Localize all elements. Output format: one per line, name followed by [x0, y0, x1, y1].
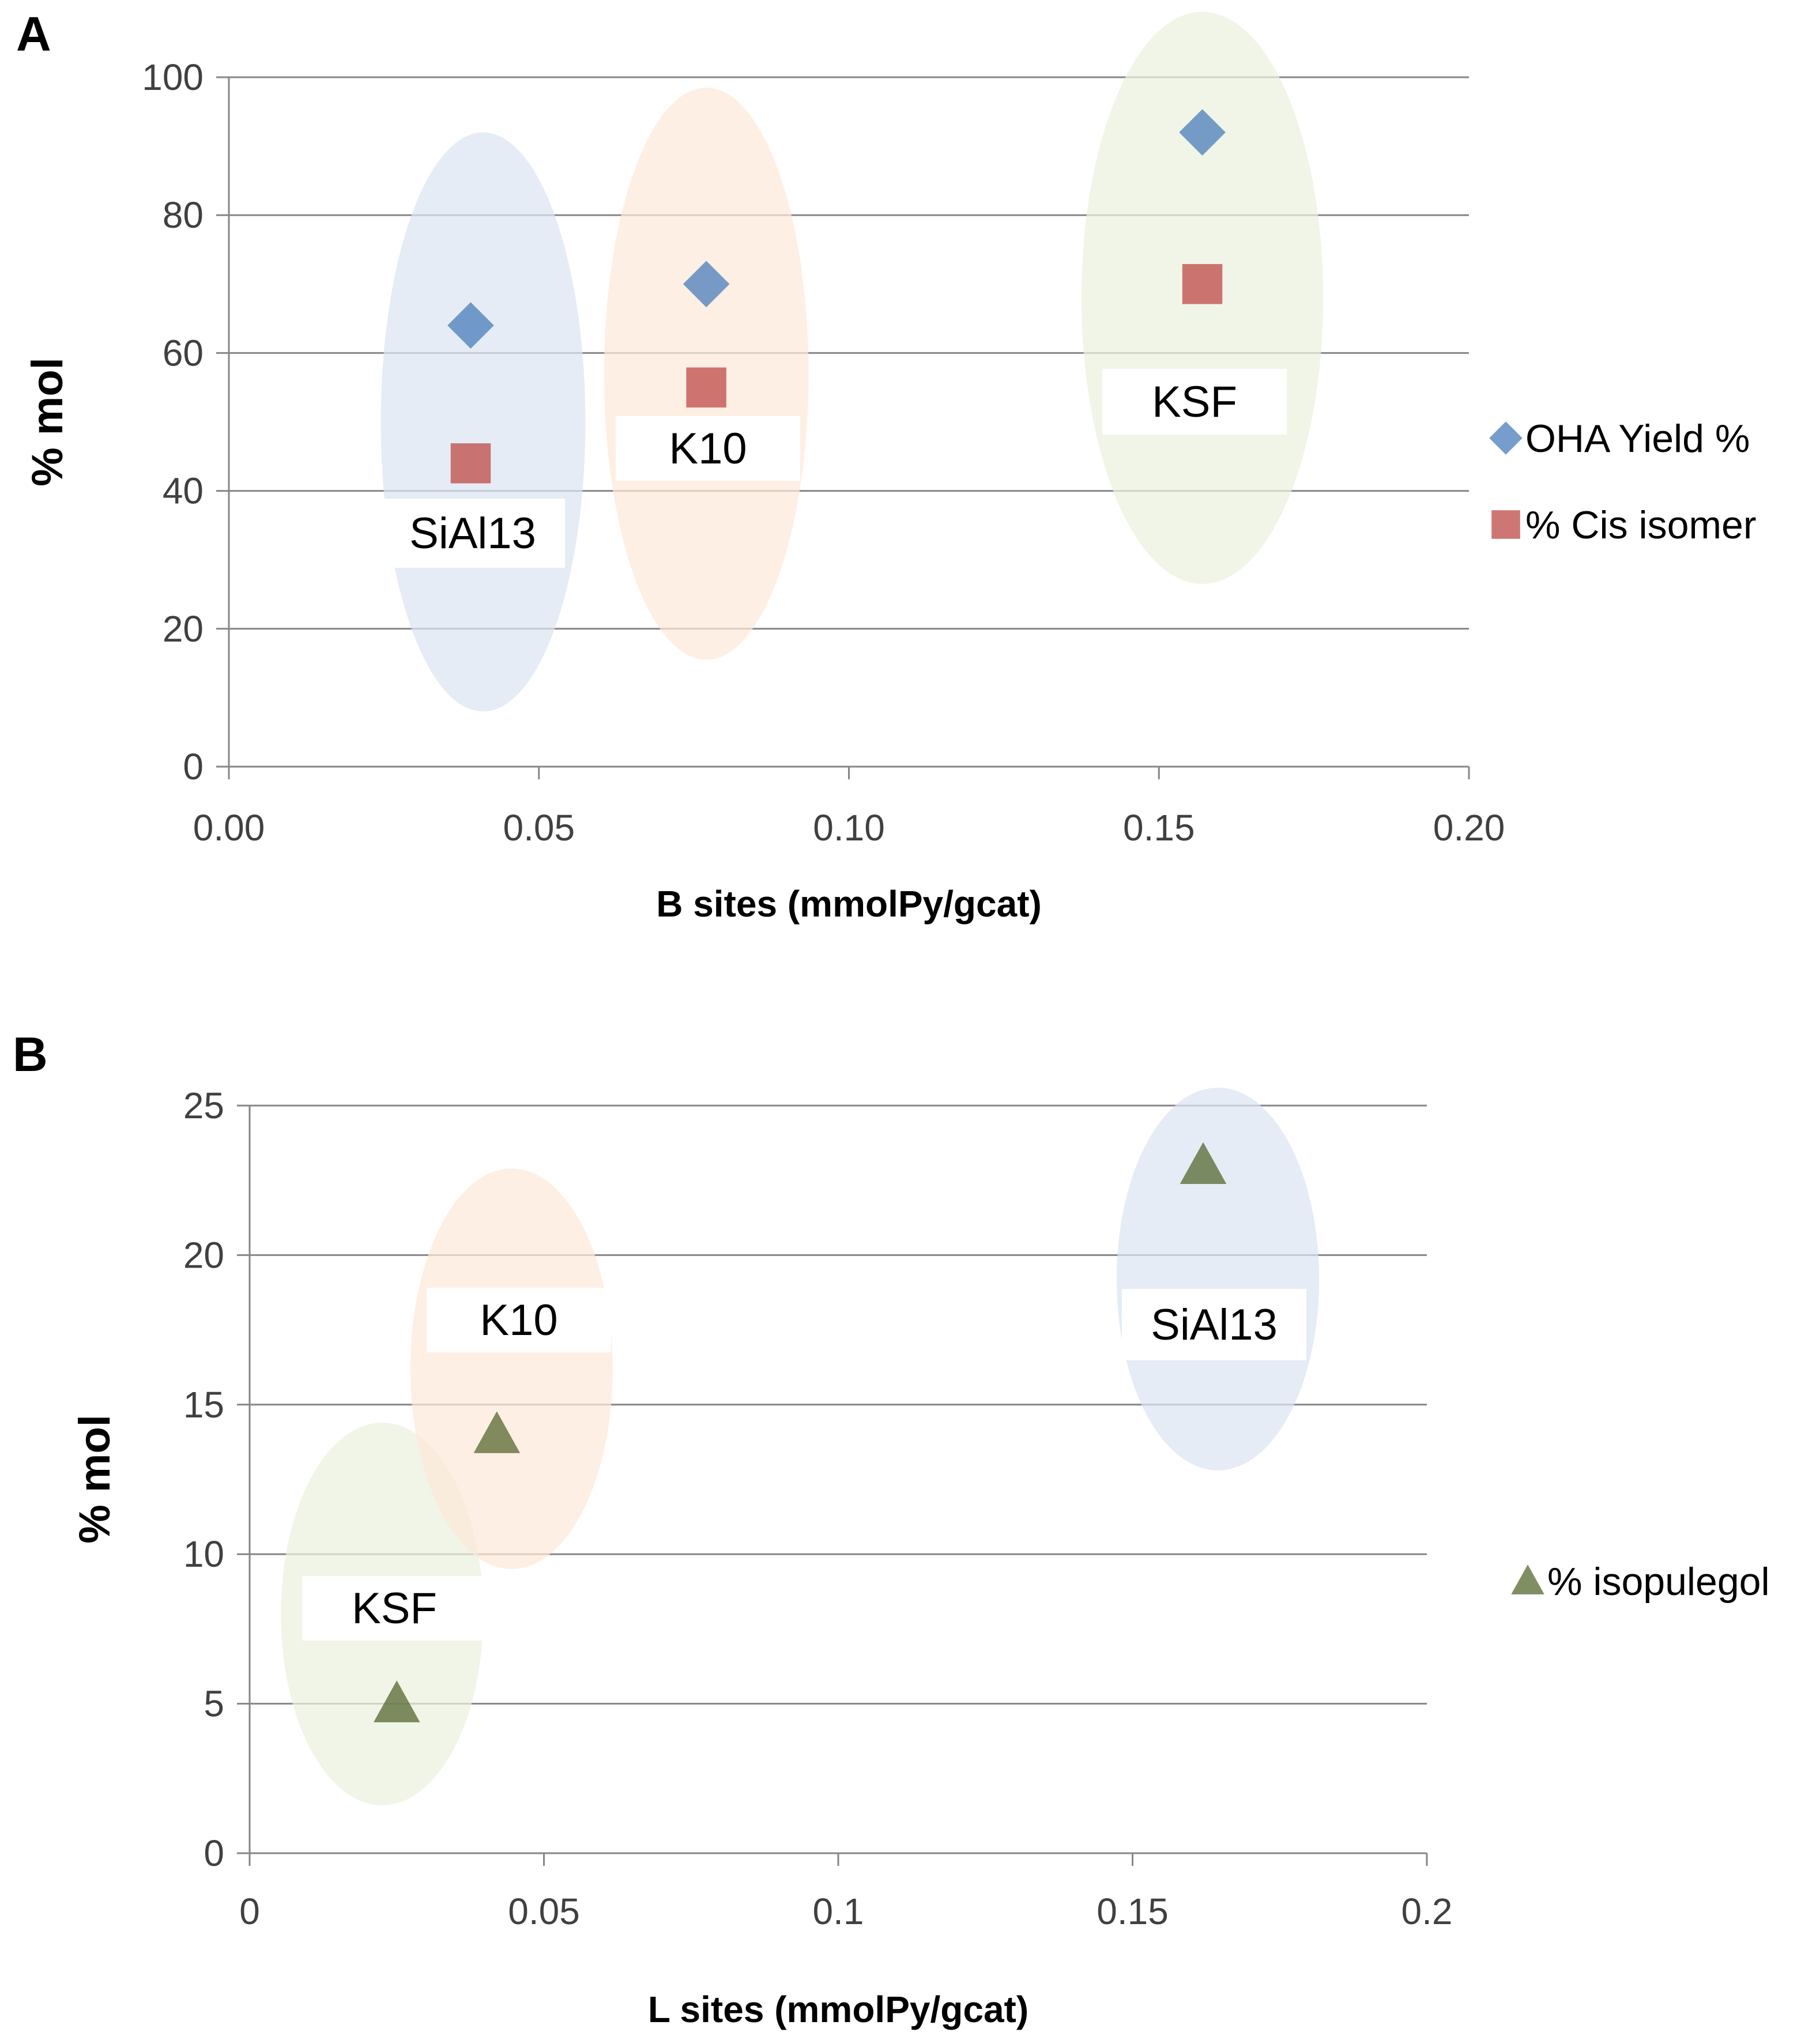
cluster-label-k10: K10 [480, 1296, 557, 1345]
data-point-triangle [373, 1680, 420, 1722]
x-tick-label: 0.05 [508, 1891, 580, 1932]
cluster-label-k10: K10 [669, 424, 747, 473]
panel-label: B [13, 1027, 48, 1081]
data-point-diamond [447, 302, 494, 349]
cluster-label-sial13: SiAl13 [409, 509, 536, 558]
y-tick-label: 5 [204, 1683, 224, 1725]
cluster-label-box [427, 1288, 611, 1352]
x-tick-label: 0.2 [1401, 1891, 1453, 1932]
legend-label: % Cis isomer [1525, 503, 1757, 547]
legend-marker-square [1491, 510, 1520, 539]
x-tick-label: 0.05 [503, 807, 575, 848]
legend-label: % isopulegol [1547, 1560, 1770, 1604]
x-tick-label: 0.15 [1097, 1891, 1169, 1932]
cluster-label-box [616, 416, 800, 481]
y-tick-label: 60 [163, 332, 204, 374]
y-tick-label: 20 [183, 1234, 224, 1276]
data-point-triangle [1180, 1142, 1227, 1185]
data-point-square [1182, 264, 1223, 304]
cluster-ellipse-k10 [410, 1168, 613, 1570]
y-axis-title: % mol [70, 1415, 119, 1544]
data-point-square [450, 443, 491, 484]
y-tick-label: 40 [163, 470, 204, 512]
cluster-ellipse-sial13 [380, 132, 586, 712]
cluster-label-box [380, 499, 565, 568]
cluster-label-ksf: KSF [1152, 378, 1237, 427]
y-axis-title: % mol [23, 357, 72, 487]
x-tick-label: 0.15 [1123, 807, 1195, 848]
x-tick-label: 0 [239, 1891, 260, 1932]
y-tick-label: 20 [163, 608, 204, 650]
y-tick-label: 100 [142, 56, 204, 98]
data-point-diamond [683, 261, 730, 308]
y-tick-label: 0 [183, 746, 204, 787]
cluster-ellipse-sial13 [1116, 1087, 1320, 1470]
x-axis-title: B sites (mmolPy/gcat) [656, 883, 1042, 925]
legend-label: OHA Yield % [1525, 417, 1750, 461]
x-axis-title: L sites (mmolPy/gcat) [648, 1989, 1028, 2030]
y-tick-label: 10 [183, 1533, 224, 1575]
x-tick-label: 0.10 [813, 807, 885, 848]
cluster-label-box [302, 1576, 487, 1641]
cluster-label-ksf: KSF [352, 1584, 437, 1633]
cluster-label-sial13: SiAl13 [1151, 1300, 1278, 1349]
data-point-triangle [473, 1411, 521, 1453]
y-tick-label: 25 [183, 1085, 224, 1126]
cluster-label-box [1122, 1289, 1306, 1360]
legend-marker-diamond [1489, 421, 1523, 455]
legend-marker-triangle [1511, 1564, 1544, 1595]
x-tick-label: 0.20 [1433, 807, 1505, 848]
y-tick-label: 0 [204, 1832, 224, 1874]
x-tick-label: 0.1 [813, 1891, 864, 1932]
x-tick-label: 0.00 [193, 807, 265, 848]
data-point-square [686, 367, 726, 408]
y-tick-label: 80 [163, 194, 204, 236]
cluster-label-box [1102, 369, 1287, 435]
panel-label: A [16, 7, 51, 61]
y-tick-label: 15 [183, 1384, 224, 1425]
data-point-diamond [1179, 109, 1226, 156]
